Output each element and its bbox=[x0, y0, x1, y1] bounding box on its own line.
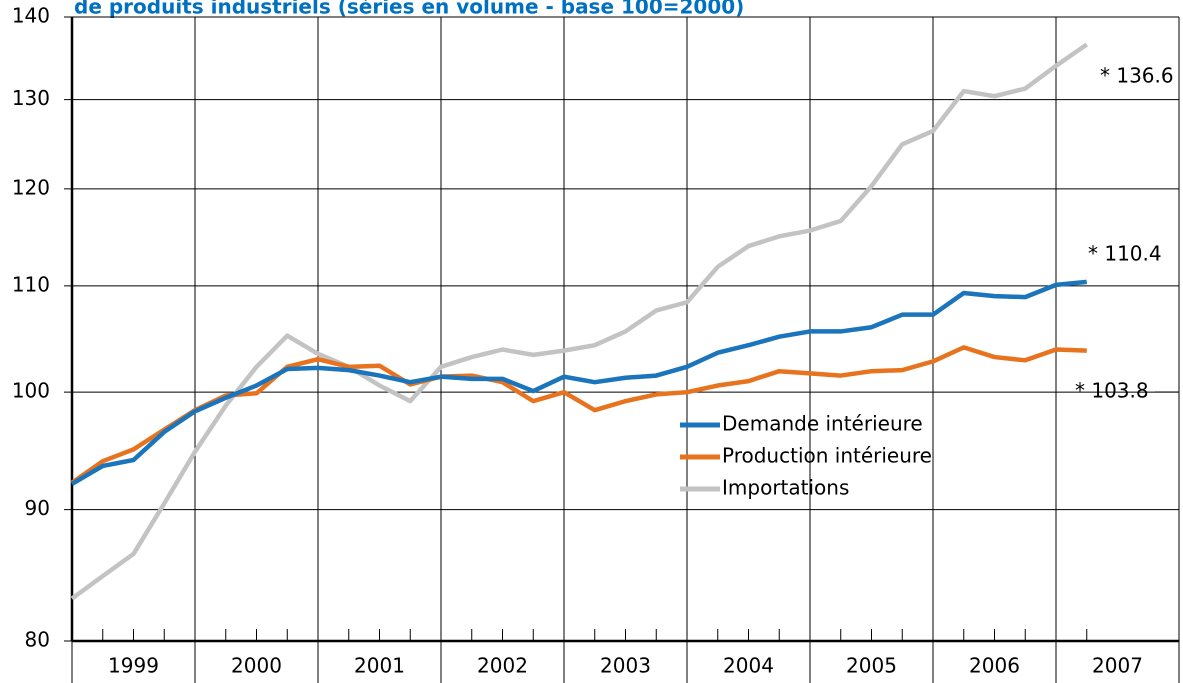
y-tick-label: 130 bbox=[12, 86, 50, 110]
chart-title: de produits industriels (séries en volum… bbox=[74, 0, 744, 19]
data-line bbox=[70, 279, 1087, 486]
x-tick-label: 1999 bbox=[108, 654, 159, 678]
x-tick-label: 2006 bbox=[969, 654, 1020, 678]
x-tick-label: 2003 bbox=[600, 654, 651, 678]
annotation: * 136.6 bbox=[1100, 64, 1174, 88]
y-tick-label: 80 bbox=[25, 628, 50, 652]
x-tick-label: 2002 bbox=[477, 654, 528, 678]
x-tick-label: 2000 bbox=[231, 654, 282, 678]
annotation: * 110.4 bbox=[1088, 242, 1162, 266]
legend-label: Production intérieure bbox=[722, 444, 932, 468]
x-tick-label: 2001 bbox=[354, 654, 405, 678]
y-tick-label: 140 bbox=[12, 4, 50, 28]
annotation: * 103.8 bbox=[1075, 379, 1149, 403]
y-tick-label: 110 bbox=[12, 272, 50, 296]
legend-label: Importations bbox=[722, 476, 849, 500]
data-line bbox=[70, 42, 1089, 601]
y-tick-label: 100 bbox=[12, 379, 50, 403]
x-tick-label: 2007 bbox=[1092, 654, 1143, 678]
y-tick-label: 90 bbox=[25, 496, 50, 520]
legend-label: Demande intérieure bbox=[722, 412, 923, 436]
y-tick-label: 120 bbox=[12, 175, 50, 199]
x-tick-label: 2005 bbox=[846, 654, 897, 678]
x-tick-label: 2004 bbox=[723, 654, 774, 678]
data-line bbox=[70, 345, 1087, 485]
